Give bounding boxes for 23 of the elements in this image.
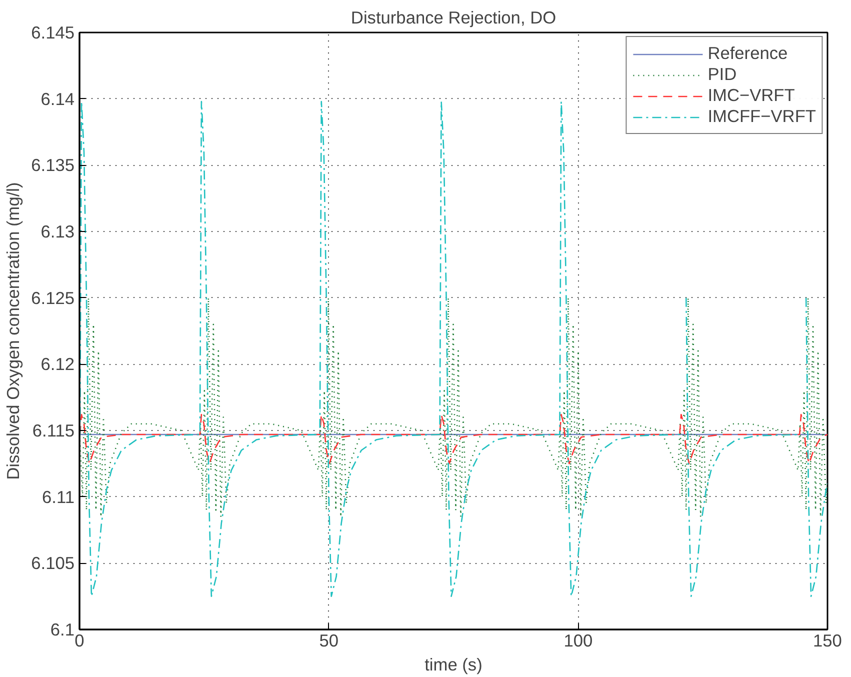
x-tick-label: 100 <box>564 630 593 650</box>
x-tick-label: 0 <box>74 630 84 650</box>
y-tick-label: 6.14 <box>40 88 75 109</box>
y-tick-label: 6.135 <box>31 155 75 176</box>
y-tick-label: 6.145 <box>31 22 75 42</box>
y-tick-label: 6.115 <box>32 420 74 440</box>
x-tick-label: 50 <box>319 630 338 650</box>
chart-title: Disturbance Rejection, DO <box>350 8 556 28</box>
x-axis-title: time (s) <box>424 654 482 674</box>
y-axis-title: Dissolved Oxygen concentration (mg/l) <box>3 182 24 480</box>
y-tick-label: 6.11 <box>42 486 75 507</box>
legend-label: Reference <box>708 43 788 64</box>
y-tick-label: 6.1 <box>50 620 75 640</box>
y-tick-label: 6.125 <box>31 288 75 308</box>
line-series <box>80 414 828 464</box>
legend-label: IMCFF−VRFT <box>708 106 816 127</box>
y-tick-label: 6.105 <box>31 553 75 574</box>
legend-label: PID <box>708 64 737 85</box>
y-tick-label: 6.12 <box>40 354 75 374</box>
line-series <box>80 297 828 518</box>
x-tick-label: 150 <box>813 630 842 650</box>
legend-label: IMC−VRFT <box>708 85 795 106</box>
y-tick-label: 6.13 <box>40 222 75 242</box>
